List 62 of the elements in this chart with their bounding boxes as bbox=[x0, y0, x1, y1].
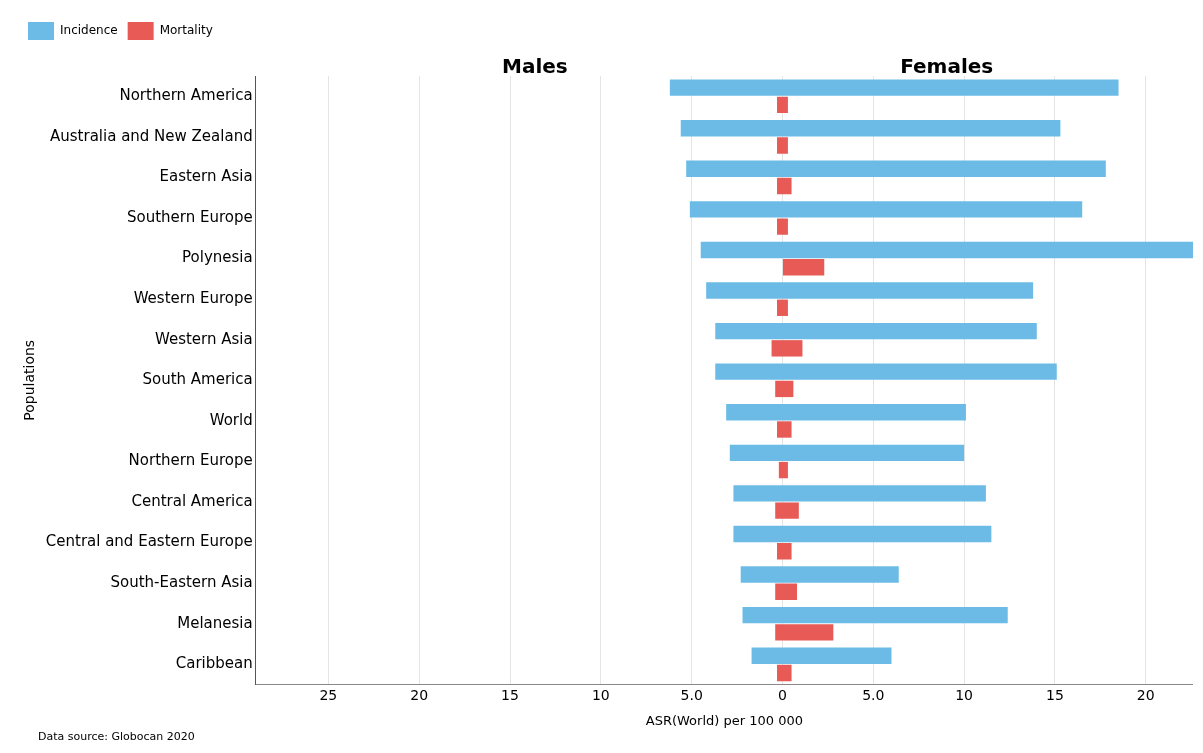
bar bbox=[777, 177, 792, 195]
bar bbox=[777, 543, 792, 560]
y-axis-title: Populations bbox=[21, 339, 38, 421]
y-tick-label: Western Europe bbox=[133, 289, 253, 308]
x-tick-label: 25 bbox=[319, 686, 338, 703]
source-note: Data source: Globocan 2020 bbox=[38, 729, 195, 743]
annotation: Males bbox=[502, 54, 568, 79]
y-tick-label: South-Eastern Asia bbox=[110, 573, 253, 592]
bar bbox=[775, 624, 834, 641]
y-tick-label: Western Asia bbox=[154, 329, 253, 348]
x-tick-label: 0 bbox=[778, 686, 787, 703]
y-tick-label: Central and Eastern Europe bbox=[45, 532, 253, 551]
y-tick-label: Australia and New Zealand bbox=[50, 126, 253, 145]
x-tick-label: 20 bbox=[1136, 686, 1155, 703]
y-tick-label: Melanesia bbox=[177, 613, 253, 632]
y-tick-label: Eastern Asia bbox=[159, 167, 253, 186]
bar bbox=[771, 340, 803, 357]
bar bbox=[706, 282, 1034, 299]
bar bbox=[778, 461, 788, 479]
bar bbox=[777, 664, 792, 682]
bar bbox=[775, 380, 794, 398]
x-tick-label: 5.0 bbox=[862, 686, 885, 703]
bar bbox=[777, 421, 792, 438]
bar bbox=[686, 160, 1106, 177]
x-tick-label: 10 bbox=[591, 686, 610, 703]
bar bbox=[733, 525, 992, 543]
bar bbox=[689, 201, 1083, 218]
bar bbox=[775, 502, 799, 519]
x-tick-label: 15 bbox=[501, 686, 519, 703]
bar bbox=[669, 79, 1119, 96]
bar bbox=[782, 259, 825, 276]
y-tick-label: Northern Europe bbox=[128, 451, 253, 470]
y-tick-label: Central America bbox=[131, 491, 253, 510]
x-tick-label: 20 bbox=[410, 686, 429, 703]
legend-label: Incidence bbox=[60, 23, 118, 38]
bar bbox=[715, 322, 1037, 340]
x-tick-label: 10 bbox=[955, 686, 974, 703]
y-tick-label: Northern America bbox=[119, 86, 253, 105]
bar bbox=[700, 241, 1193, 259]
bar bbox=[726, 404, 966, 421]
y-tick-label: Southern Europe bbox=[126, 207, 253, 226]
annotation: Females bbox=[900, 54, 994, 79]
bar bbox=[777, 137, 788, 154]
bar bbox=[733, 485, 986, 502]
bar bbox=[680, 120, 1061, 137]
x-tick-label: 15 bbox=[1046, 686, 1064, 703]
bar bbox=[777, 299, 788, 316]
y-tick-label: Caribbean bbox=[175, 654, 253, 673]
bar bbox=[777, 96, 788, 114]
bar bbox=[742, 606, 1008, 624]
bar bbox=[777, 218, 788, 235]
bar bbox=[729, 444, 965, 462]
x-axis-title: ASR(World) per 100 000 bbox=[645, 712, 803, 728]
bar bbox=[751, 647, 892, 664]
bar bbox=[740, 566, 899, 583]
y-tick-label: Polynesia bbox=[182, 248, 253, 267]
legend-label: Mortality bbox=[159, 23, 213, 38]
bar bbox=[715, 363, 1057, 380]
y-tick-label: World bbox=[209, 410, 253, 429]
bar bbox=[775, 583, 798, 600]
y-tick-label: South America bbox=[142, 370, 253, 389]
x-tick-label: 5.0 bbox=[680, 686, 703, 703]
